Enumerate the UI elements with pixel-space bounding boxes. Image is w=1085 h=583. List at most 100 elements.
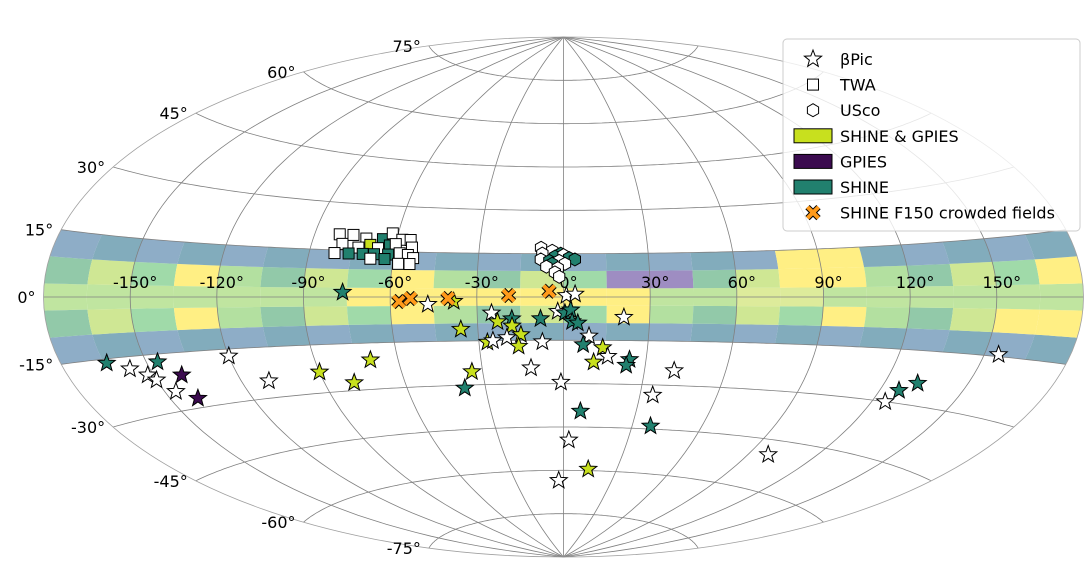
betapic-star-marker: [565, 283, 585, 303]
band-cell: [606, 270, 651, 289]
band-cell: [605, 323, 650, 341]
latitude-tick-label: 0°: [17, 288, 35, 307]
band-cell: [906, 263, 954, 287]
band-cell: [778, 306, 824, 326]
betapic-star-marker: [592, 337, 613, 357]
band-cell: [303, 268, 349, 288]
twa-square-marker: [403, 258, 416, 271]
band-cell: [44, 256, 93, 285]
band-cell: [859, 244, 907, 267]
band-cell: [735, 306, 780, 325]
betapic-star-marker: [988, 344, 1009, 364]
betapic-star-marker: [483, 330, 503, 350]
band-cell: [778, 268, 824, 288]
legend-label: βPic: [840, 50, 873, 69]
band-cell: [434, 252, 479, 271]
longitude-tick-label: -30°: [465, 273, 499, 292]
band-cell: [134, 330, 185, 356]
crowded-field-x-marker: [500, 287, 517, 304]
band-cell: [49, 334, 102, 365]
sky-boundary: [43, 36, 1084, 558]
band-cell: [44, 309, 93, 338]
band-cell: [134, 238, 185, 264]
latitude-tick-label: -30°: [71, 418, 105, 437]
legend: βPic TWA USco SHINE & GPIES GPIES SHINE SHINE …: [782, 38, 1081, 232]
legend-marker-twa: [807, 78, 819, 91]
longitude-tick-label: 60°: [728, 273, 756, 292]
band-cell: [260, 306, 306, 327]
band-cell: [263, 247, 310, 269]
band-cell: [949, 308, 997, 333]
band-cell: [263, 325, 310, 347]
longitude-tick-label: 150°: [983, 273, 1022, 292]
band-cell: [732, 250, 779, 270]
band-cell: [303, 306, 349, 326]
band-cell: [774, 249, 822, 270]
betapic-star-marker: [502, 315, 522, 335]
betapic-star-marker: [616, 354, 637, 374]
betapic-star-marker: [521, 357, 541, 377]
band-cell: [1025, 334, 1078, 365]
band-cell: [649, 270, 694, 289]
legend-label: SHINE F150 crowded fields: [840, 204, 1055, 223]
crowded-field-x-marker: [391, 293, 407, 310]
betapic-star-marker: [187, 387, 208, 407]
band-cell: [476, 270, 521, 289]
parallel-line: [61, 339, 1066, 365]
legend-label: SHINE: [840, 178, 889, 197]
twa-square-marker: [328, 247, 341, 260]
band-cell: [177, 242, 227, 266]
band-cell: [692, 269, 737, 289]
longitude-tick-label: -120°: [200, 273, 244, 292]
betapic-star-marker: [642, 384, 663, 404]
band-cell: [391, 323, 437, 343]
betapic-star-marker: [532, 331, 553, 351]
betapic-star-marker: [218, 345, 239, 365]
betapic-star-marker: [487, 311, 508, 331]
betapic-star-marker: [171, 364, 192, 384]
betapic-star-marker: [530, 308, 551, 328]
legend-marker-pic: [803, 48, 823, 68]
betapic-star-marker: [344, 372, 365, 392]
betapic-star-marker: [96, 352, 117, 372]
parallel-line: [303, 469, 824, 523]
band-cell: [563, 270, 607, 289]
latitude-tick-label: -45°: [154, 472, 188, 491]
band-cell: [984, 234, 1035, 262]
betapic-star-marker: [567, 312, 588, 332]
band-cell: [942, 330, 993, 356]
band-cell: [1034, 309, 1083, 338]
band-cell: [949, 261, 997, 286]
betapic-star-marker: [147, 351, 168, 371]
twa-square-marker: [342, 247, 355, 260]
longitude-tick-label: -150°: [113, 273, 157, 292]
latitude-tick-label: -15°: [19, 355, 53, 374]
legend-marker-shine-gpies: [793, 128, 833, 144]
usco-hexagon-marker: [553, 269, 566, 284]
betapic-star-marker: [165, 381, 186, 400]
betapic-star-marker: [119, 358, 140, 378]
betapic-star-marker: [496, 327, 517, 347]
latitude-tick-label: -75°: [387, 539, 421, 558]
longitude-tick-label: 120°: [896, 273, 935, 292]
band-cell: [735, 269, 780, 288]
legend-marker-gpies: [793, 153, 833, 169]
latitude-tick-label: -60°: [261, 513, 295, 532]
band-cell: [900, 328, 950, 352]
legend-label: GPIES: [840, 152, 887, 171]
latitude-tick-label: 30°: [77, 158, 105, 177]
band-cell: [130, 308, 178, 333]
betapic-star-marker: [573, 334, 594, 354]
betapic-star-marker: [508, 335, 529, 355]
band-cell: [305, 324, 353, 345]
band-cell: [305, 249, 353, 270]
betapic-star-marker: [579, 325, 599, 345]
crowded-field-x-marker: [402, 290, 419, 307]
band-cell: [92, 234, 143, 262]
band-cell: [821, 306, 867, 327]
legend-box: [782, 38, 1081, 232]
band-cell: [49, 229, 102, 260]
band-cell: [173, 307, 221, 331]
longitude-tick-label: -60°: [378, 273, 412, 292]
